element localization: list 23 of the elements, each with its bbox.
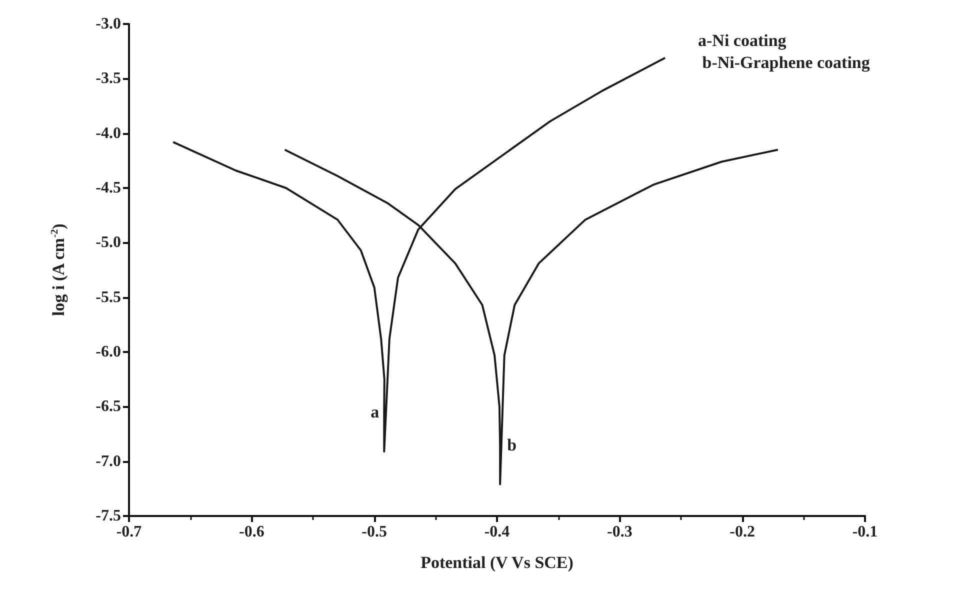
y-tick-label: -3.0 <box>96 16 121 32</box>
annotation: a-Ni coating <box>698 31 787 50</box>
y-tick-label: -7.5 <box>96 508 121 524</box>
annotation: a <box>370 402 380 422</box>
y-tick-label: -4.0 <box>96 124 121 142</box>
x-tick-label: -0.1 <box>852 524 878 540</box>
y-tick-label: -7.0 <box>96 452 121 470</box>
y-tick-label: -6.5 <box>96 398 121 416</box>
x-tick-label: -0.5 <box>362 524 387 540</box>
annotation: b <box>507 435 517 454</box>
y-tick-label: -4.5 <box>96 180 121 196</box>
x-tick-label: -0.7 <box>116 524 142 540</box>
x-tick-label: -0.4 <box>484 524 510 540</box>
y-axis-title: log i (A cm-2) <box>49 224 68 316</box>
y-tick-label: -3.5 <box>96 70 121 88</box>
x-tick-label: -0.6 <box>239 524 264 540</box>
x-axis-title: Potential (V Vs SCE) <box>420 553 574 572</box>
y-tick-label: -5.0 <box>96 234 121 252</box>
x-tick-label: -0.3 <box>607 524 632 540</box>
x-tick-label: -0.2 <box>730 524 755 540</box>
y-tick-label: -5.5 <box>96 288 121 306</box>
annotation: b-Ni-Graphene coating <box>698 53 870 72</box>
y-tick-label: -6.0 <box>96 344 121 360</box>
